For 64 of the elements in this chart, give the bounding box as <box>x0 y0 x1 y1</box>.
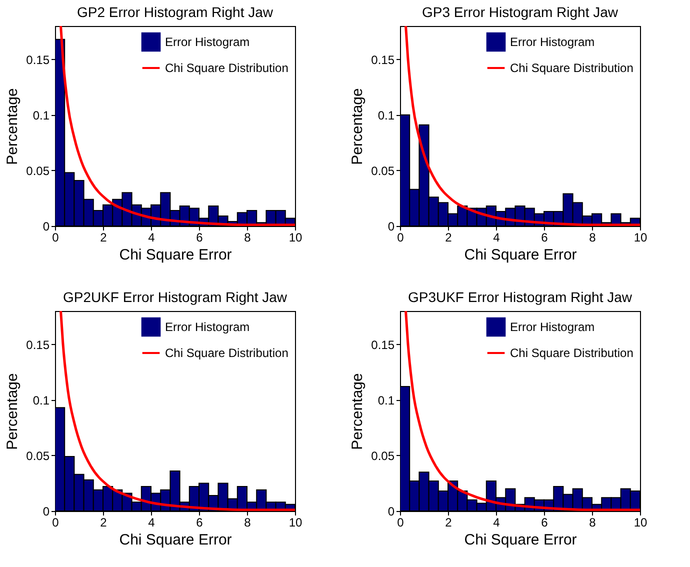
y-axis-title: Percentage <box>349 373 366 450</box>
line-series <box>404 26 640 226</box>
x-tick-label: 10 <box>288 516 302 530</box>
x-tick-label: 2 <box>445 230 452 244</box>
x-tick-label: 2 <box>100 516 108 530</box>
x-tick-label: 10 <box>634 516 648 530</box>
x-axis-title: Chi Square Error <box>464 246 577 264</box>
legend-label: Chi Square Distribution <box>510 61 634 75</box>
x-tick-label: 6 <box>541 516 548 530</box>
y-axis-title: Percentage <box>4 88 22 165</box>
x-tick-label: 4 <box>148 230 156 244</box>
x-tick-label: 10 <box>288 230 302 244</box>
x-tick-label: 0 <box>52 516 60 530</box>
x-tick-label: 2 <box>100 230 108 244</box>
y-tick-label: 0.05 <box>371 164 395 178</box>
chart-title: GP2 Error Histogram Right Jaw <box>76 4 274 20</box>
legend-label: Chi Square Distribution <box>510 346 634 360</box>
y-tick-label: 0.05 <box>26 164 50 178</box>
x-tick-label: 0 <box>52 230 60 244</box>
legend-label: Chi Square Distribution <box>165 61 288 75</box>
x-tick-label: 2 <box>445 516 452 530</box>
y-tick-label: 0.1 <box>32 108 50 122</box>
y-tick-label: 0.05 <box>371 448 395 463</box>
line-series <box>404 311 640 511</box>
y-tick-label: 0 <box>388 504 395 518</box>
x-tick-label: 8 <box>589 516 596 530</box>
y-tick-label: 0.1 <box>378 108 395 122</box>
legend-label: Error Histogram <box>165 35 250 49</box>
y-tick-label: 0.15 <box>26 52 50 67</box>
y-tick-label: 0.1 <box>32 393 50 408</box>
x-tick-label: 0 <box>397 516 404 530</box>
y-tick-label: 0.1 <box>378 393 395 408</box>
x-tick-label: 4 <box>493 230 500 244</box>
x-tick-label: 6 <box>196 230 204 244</box>
x-tick-label: 6 <box>541 230 548 244</box>
y-tick-label: 0.15 <box>26 338 50 352</box>
legend-label: Error Histogram <box>165 320 250 334</box>
line-series <box>60 26 295 226</box>
chart-title: GP2UKF Error Histogram Right Jaw <box>62 289 288 305</box>
y-tick-label: 0 <box>42 504 50 518</box>
y-axis-title: Percentage <box>349 88 366 165</box>
y-tick-label: 0 <box>388 220 395 234</box>
x-tick-label: 10 <box>634 230 648 244</box>
x-tick-label: 8 <box>589 230 596 244</box>
x-tick-label: 0 <box>397 230 404 244</box>
y-tick-label: 0.05 <box>26 448 50 463</box>
chart-title: GP3 Error Histogram Right Jaw <box>422 4 619 20</box>
x-axis-title: Chi Square Error <box>464 532 577 548</box>
y-tick-label: 0 <box>42 220 50 234</box>
y-tick-label: 0.15 <box>371 52 395 67</box>
y-axis-title: Percentage <box>4 373 22 450</box>
x-axis-title: Chi Square Error <box>119 532 232 548</box>
x-tick-label: 8 <box>244 230 252 244</box>
chart-title: GP3UKF Error Histogram Right Jaw <box>408 289 633 305</box>
x-tick-label: 6 <box>196 516 204 530</box>
legend-label: Error Histogram <box>510 320 595 334</box>
x-axis-title: Chi Square Error <box>119 246 232 264</box>
line-series <box>60 311 295 511</box>
x-tick-label: 4 <box>148 516 156 530</box>
legend-label: Chi Square Distribution <box>165 346 288 360</box>
x-tick-label: 4 <box>493 516 500 530</box>
x-tick-label: 8 <box>244 516 252 530</box>
y-tick-label: 0.15 <box>371 338 395 352</box>
legend-label: Error Histogram <box>510 35 595 49</box>
